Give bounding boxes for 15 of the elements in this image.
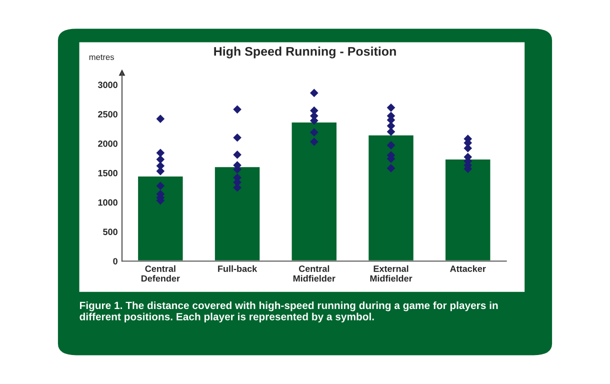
x-tick-label: Central Midfielder (293, 265, 336, 282)
x-tick-label: Central Defender (141, 265, 180, 282)
y-tick-label: 2000 (98, 140, 118, 147)
y-tick-label: 500 (103, 228, 118, 236)
y-tick-label: 1000 (98, 199, 118, 206)
x-tick-label: External Midfielder (370, 265, 412, 282)
x-tick-label: Full-back (218, 265, 258, 272)
x-tick-label: Attacker (450, 265, 486, 272)
y-tick-label: 3000 (98, 82, 118, 88)
y-tick-label: 1500 (98, 170, 118, 176)
y-tick-label: 0 (113, 258, 118, 264)
y-axis-title: metres (89, 54, 114, 60)
chart-title: High Speed Running - Position (214, 46, 396, 58)
caption: Figure 1. The distance covered with high-speed running during a game for players in different positions. Each player is represented by a symbol. (80, 301, 498, 322)
y-tick-label: 2500 (98, 111, 118, 118)
